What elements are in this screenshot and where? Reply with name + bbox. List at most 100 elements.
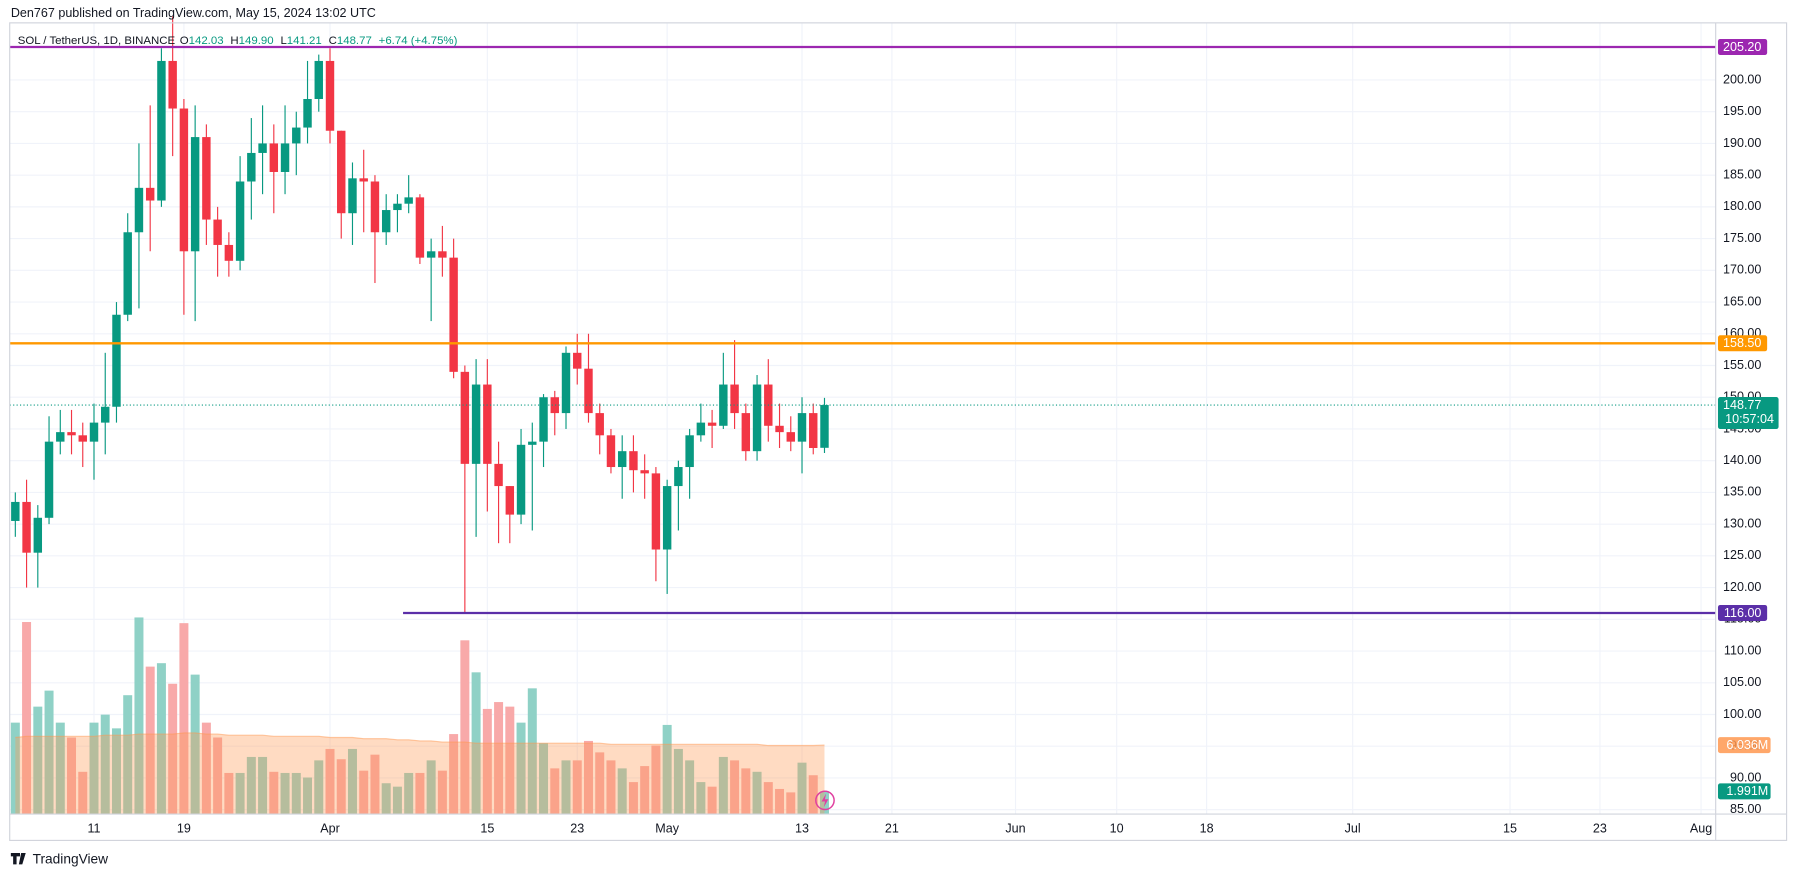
volume-bar — [55, 722, 65, 815]
candle-body — [381, 210, 391, 233]
y-tick-label: 180.00 — [1723, 199, 1761, 213]
legend-title: SOL / TetherUS, 1D, BINANCE — [18, 35, 176, 47]
volume-bar — [134, 617, 144, 815]
volume-bar — [707, 786, 717, 815]
volume-bar — [561, 760, 571, 815]
x-tick-label: Aug — [1690, 821, 1712, 835]
volume-bar — [179, 623, 189, 815]
candle-body — [550, 397, 559, 414]
y-tick-label: 110.00 — [1724, 643, 1762, 657]
volume-bar — [213, 737, 223, 815]
volume-bar — [156, 663, 166, 815]
candle-body — [584, 368, 593, 414]
candle-body — [528, 441, 537, 445]
candle-body — [505, 486, 515, 515]
volume-bar — [201, 722, 211, 815]
x-tick-label: 21 — [885, 821, 899, 835]
candle-body — [775, 425, 784, 433]
candle-body — [179, 108, 189, 252]
candle-body — [224, 244, 234, 261]
y-tick-label: 130.00 — [1723, 516, 1761, 530]
x-tick-label: 15 — [480, 821, 494, 835]
volume-bar — [741, 768, 751, 815]
x-tick-label: May — [655, 821, 679, 835]
x-tick-label: Apr — [320, 821, 340, 835]
candle-body — [337, 130, 346, 214]
grid — [9, 22, 1716, 815]
candle-body — [516, 444, 526, 515]
volume-bar — [808, 775, 818, 815]
volume-bar — [78, 771, 88, 815]
candle-body — [617, 451, 627, 468]
candle-body — [696, 422, 706, 436]
candle-body — [56, 432, 65, 442]
overlay — [9, 45, 1716, 615]
candle-body — [101, 406, 110, 423]
candle-body — [674, 467, 683, 487]
candle-body — [449, 257, 458, 372]
legend-key: C — [329, 35, 337, 47]
footer-logo: TradingView — [10, 851, 108, 866]
candle-body — [561, 352, 571, 414]
volume-bar — [595, 752, 605, 815]
volume-pane — [10, 617, 829, 815]
candle-body — [629, 451, 638, 471]
candle-body — [741, 413, 751, 452]
candle-body — [820, 405, 829, 448]
volume-badge — [1717, 783, 1771, 800]
x-tick-label: 10 — [1110, 821, 1124, 835]
legend-value: 142.03 — [189, 35, 224, 47]
volume-bar — [797, 762, 807, 815]
candle-body — [606, 435, 616, 468]
volume-bar — [662, 724, 672, 815]
volume-bar — [437, 770, 447, 815]
legend-value: 149.90 — [239, 35, 274, 47]
volume-bar — [381, 783, 391, 815]
candle-body — [348, 178, 357, 214]
candle-body — [707, 422, 717, 426]
volume-bar — [617, 768, 627, 815]
y-tick-label: 155.00 — [1723, 358, 1761, 372]
candle-body — [325, 60, 335, 131]
volume-bar — [763, 782, 773, 815]
last-price-label: 148.77 — [1723, 398, 1761, 412]
y-tick-label: 105.00 — [1723, 675, 1761, 689]
volume-bar — [67, 737, 77, 815]
volume-bar — [786, 792, 796, 815]
volume-bar — [303, 777, 313, 815]
level-label: 158.50 — [1723, 336, 1761, 350]
y-tick-label: 190.00 — [1723, 136, 1761, 150]
icon-circle — [815, 790, 835, 811]
volume-bar — [258, 756, 268, 815]
volume-bar — [752, 771, 762, 815]
volume-bar — [44, 690, 54, 815]
volume-label: 1.991M — [1726, 784, 1768, 798]
volume-bar — [449, 734, 459, 815]
volume-ma-area — [15, 732, 825, 815]
legend-key: L — [280, 35, 286, 47]
volume-bar — [392, 786, 402, 815]
legend: SOL / TetherUS, 1D, BINANCE O 142.03 H 149.9… — [18, 35, 458, 47]
candle-body — [415, 197, 425, 258]
volume-bar — [730, 760, 740, 815]
volume-bar — [426, 760, 436, 815]
countdown-label: 10:57:04 — [1725, 412, 1774, 426]
candle-body — [359, 178, 368, 182]
volume-bar — [516, 722, 526, 815]
candle-body — [247, 152, 256, 182]
volume-bar — [718, 756, 728, 815]
candle-body — [494, 463, 503, 487]
volume-bar — [572, 760, 582, 815]
axes: 85.0090.0095.00100.00105.00110.00115.001… — [87, 38, 1779, 835]
volume-bar — [696, 782, 706, 815]
level-badge — [1717, 38, 1768, 55]
volume-bar — [325, 748, 335, 815]
volume-bar — [628, 782, 638, 815]
candle-body — [662, 486, 672, 550]
volume-ma-line — [15, 732, 825, 747]
candle-body — [78, 435, 87, 442]
candle-body — [730, 384, 739, 414]
y-tick-label: 85.00 — [1730, 802, 1761, 816]
